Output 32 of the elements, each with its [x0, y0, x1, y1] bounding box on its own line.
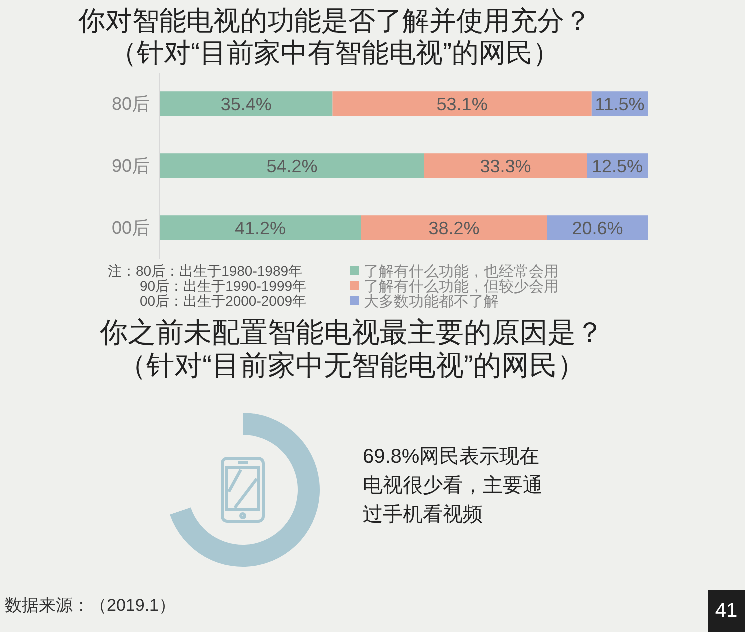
legend-label: 大多数功能都不了解 [364, 293, 499, 310]
data-label: 12.5% [592, 156, 644, 176]
text: 41 [708, 590, 745, 632]
text: 69.8%网民表示现在电视很少看，主要通过手机看视频 [363, 445, 544, 528]
chart-subtitle: （针对“目前家中无智能电视”的网民） [118, 350, 586, 381]
data-label: 11.5% [595, 94, 645, 114]
source-note: 数据来源：（2019.1） [5, 595, 176, 617]
bar [332, 92, 592, 116]
data-label: 53.1% [436, 94, 488, 114]
data-label: 20.6% [572, 218, 624, 238]
data-label: 41.2% [235, 218, 286, 238]
bar [361, 216, 548, 240]
text: 00后：出生于2000-2009年 [140, 293, 307, 310]
legend-label: 了解有什么功能，但较少会用 [364, 278, 559, 296]
y-tick-label: 90后 [112, 156, 150, 176]
bar [547, 216, 648, 240]
bar [160, 92, 333, 116]
bar [160, 154, 424, 178]
data-label: 35.4% [220, 94, 272, 114]
legend-label: 了解有什么功能，也经常会用 [364, 263, 559, 280]
data-label: 54.2% [266, 156, 318, 176]
text: 注：80后：出生于1980-1989年 [108, 263, 303, 280]
chart-title: 你之前未配置智能电视最主要的原因是？ [99, 317, 604, 348]
y-tick-label: 00后 [112, 218, 150, 238]
text: 90后：出生于1990-1999年 [140, 278, 307, 294]
data-label: 33.3% [480, 156, 532, 176]
data-label: 38.2% [428, 218, 480, 238]
chart-title: 你对智能电视的功能是否了解并使用充分？ [78, 6, 592, 36]
bar [424, 154, 587, 178]
y-tick-label: 80后 [112, 94, 150, 114]
bar [160, 216, 362, 240]
chart-subtitle: （针对“目前家中有智能电视”的网民） [110, 38, 560, 68]
